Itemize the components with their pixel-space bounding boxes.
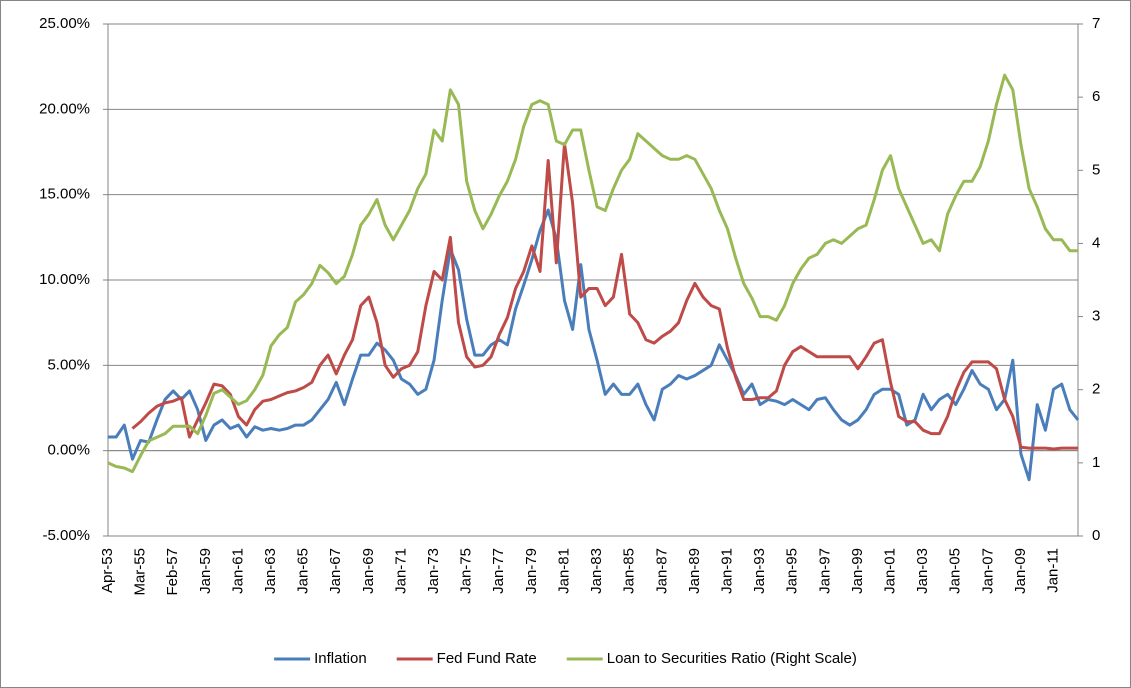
y-tick-label: 20.00% bbox=[39, 100, 90, 117]
y-tick-label: 10.00% bbox=[39, 271, 90, 288]
x-tick-label: Jan-81 bbox=[555, 548, 572, 594]
x-tick-label: Mar-55 bbox=[132, 548, 149, 596]
y2-tick-label: 6 bbox=[1092, 88, 1100, 105]
y-tick-label: 0.00% bbox=[47, 442, 90, 459]
y-tick-label: -5.00% bbox=[42, 527, 90, 544]
x-tick-label: Jan-75 bbox=[458, 548, 475, 594]
x-tick-label: Jan-07 bbox=[979, 548, 996, 594]
series-line bbox=[108, 208, 1080, 482]
y-tick-label: 5.00% bbox=[47, 356, 90, 373]
x-tick-label: Jan-89 bbox=[686, 548, 703, 594]
y2-tick-label: 0 bbox=[1092, 527, 1100, 544]
x-tick-label: Jan-97 bbox=[816, 548, 833, 594]
series-line bbox=[107, 73, 1078, 474]
x-tick-label: Jan-03 bbox=[914, 548, 931, 594]
x-tick-label: Feb-57 bbox=[164, 548, 181, 596]
y-tick-label: 15.00% bbox=[39, 186, 90, 203]
x-tick-label: Jan-01 bbox=[881, 548, 898, 594]
x-tick-label: Jan-73 bbox=[425, 548, 442, 594]
y2-tick-label: 4 bbox=[1092, 234, 1100, 251]
y2-tick-label: 2 bbox=[1092, 381, 1100, 398]
legend-label: Fed Fund Rate bbox=[437, 650, 537, 667]
x-tick-label: Jan-95 bbox=[784, 548, 801, 594]
x-tick-label: Jan-93 bbox=[751, 548, 768, 594]
x-tick-label: Jan-87 bbox=[653, 548, 670, 594]
y2-tick-label: 7 bbox=[1092, 15, 1100, 32]
legend-label: Inflation bbox=[314, 650, 367, 667]
x-tick-label: Jan-63 bbox=[262, 548, 279, 594]
x-tick-label: Jan-71 bbox=[392, 548, 409, 594]
x-tick-label: Jan-85 bbox=[621, 548, 638, 594]
y2-tick-label: 1 bbox=[1092, 454, 1100, 471]
x-tick-label: Jan-09 bbox=[1012, 548, 1029, 594]
legend-label: Loan to Securities Ratio (Right Scale) bbox=[607, 650, 857, 667]
x-tick-label: Jan-65 bbox=[295, 548, 312, 594]
x-tick-label: Apr-53 bbox=[99, 548, 116, 593]
y2-tick-label: 5 bbox=[1092, 161, 1100, 178]
x-tick-label: Jan-61 bbox=[229, 548, 246, 594]
x-tick-label: Jan-79 bbox=[523, 548, 540, 594]
y2-tick-label: 3 bbox=[1092, 308, 1100, 325]
x-tick-label: Jan-77 bbox=[490, 548, 507, 594]
legend: Inflation Fed Fund Rate Loan to Securities… bbox=[274, 650, 857, 667]
x-tick-label: Jan-69 bbox=[360, 548, 377, 594]
series-line bbox=[131, 141, 1078, 451]
x-tick-label: Jan-59 bbox=[197, 548, 214, 594]
x-tick-label: Jan-99 bbox=[849, 548, 866, 594]
x-tick-label: Jan-11 bbox=[1045, 548, 1062, 593]
x-tick-label: Jan-67 bbox=[327, 548, 344, 594]
x-tick-label: Jan-05 bbox=[947, 548, 964, 594]
x-tick-label: Jan-91 bbox=[718, 548, 735, 594]
y-tick-label: 25.00% bbox=[39, 15, 90, 32]
x-tick-label: Jan-83 bbox=[588, 548, 605, 594]
